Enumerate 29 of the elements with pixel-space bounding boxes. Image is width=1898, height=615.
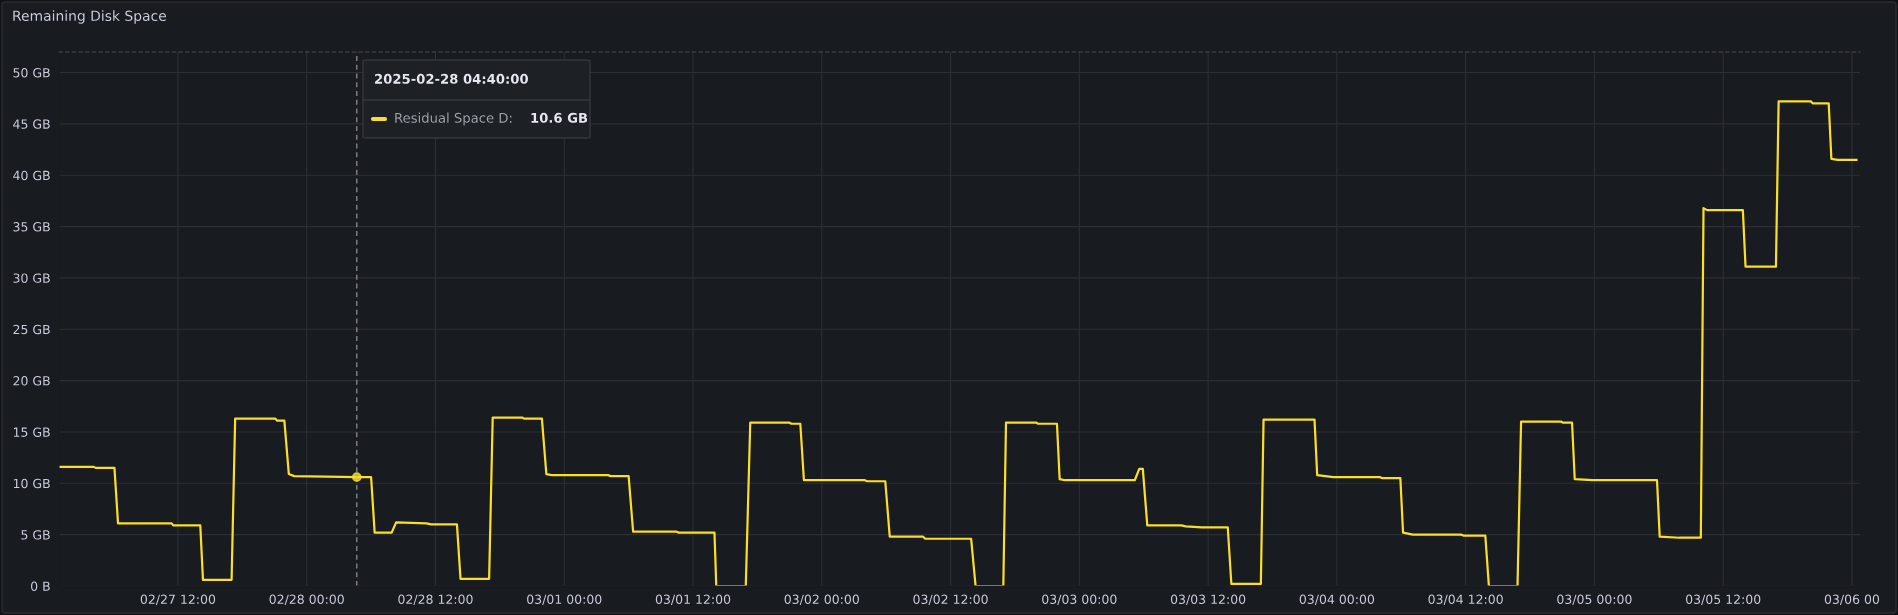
y-tick-label: 20 GB (13, 376, 50, 386)
x-tick-label: 03/03 12:00 (1170, 594, 1246, 605)
x-tick-label: 03/05 00:00 (1557, 594, 1632, 605)
chart-title: Remaining Disk Space (13, 10, 166, 24)
x-tick-label: 03/02 00:00 (784, 594, 859, 605)
x-tick-label: 03/04 00:00 (1299, 594, 1375, 605)
x-tick-label: 02/28 12:00 (398, 594, 473, 605)
x-tick-label: 03/06 00 (1824, 594, 1880, 605)
legend-label: Residual Space D: (395, 112, 512, 126)
x-tick-label: 03/04 12:00 (1428, 594, 1503, 605)
x-tick-label: 03/01 00:00 (527, 594, 602, 605)
y-tick-label: 35 GB (13, 222, 50, 232)
y-tick-label: 10 GB (13, 478, 50, 489)
y-tick-label: 25 GB (13, 324, 50, 335)
y-tick-label: 50 GB (13, 68, 50, 78)
x-tick-label: 03/01 12:00 (655, 594, 731, 605)
x-tick-label: 02/27 12:00 (140, 594, 216, 605)
y-tick-label: 40 GB (13, 170, 50, 181)
x-tick-label: 03/03 00:00 (1042, 594, 1117, 605)
y-tick-label: 0 B (30, 581, 50, 591)
y-tick-label: 15 GB (13, 427, 50, 437)
annotation: 10.6 GB (531, 112, 588, 123)
y-tick-label: 30 GB (13, 273, 50, 283)
x-tick-label: 03/02 12:00 (913, 594, 988, 605)
x-tick-label: 03/05 12:00 (1686, 594, 1761, 605)
annotation: 2025-02-28 04:40:00 (375, 73, 528, 84)
y-tick-label: 5 GB (21, 530, 50, 540)
x-tick-label: 02/28 00:00 (269, 594, 344, 605)
y-tick-label: 45 GB (13, 119, 50, 129)
